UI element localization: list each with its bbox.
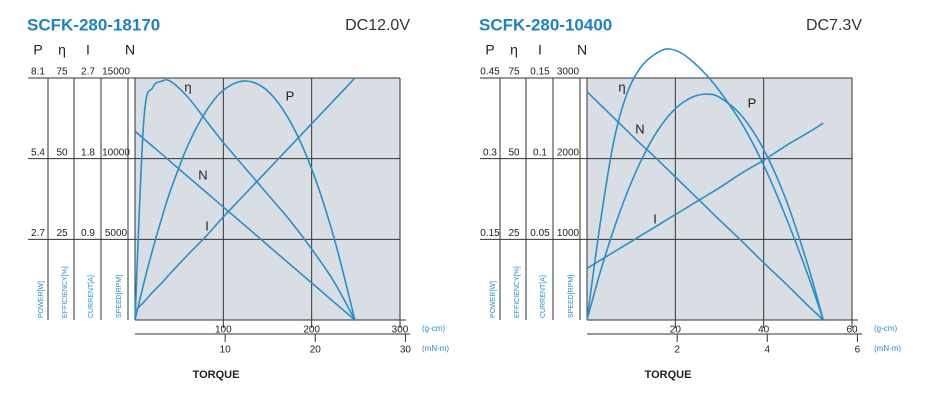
x-axis-title: TORQUE [645, 369, 692, 381]
x-tick-label: 20 [670, 325, 682, 336]
axis-label: P [485, 42, 494, 58]
x2-tick-label: 30 [400, 345, 412, 356]
axis-title: EFFICIENCY[%] [514, 266, 521, 318]
axis-title: POWER[W] [38, 281, 45, 318]
curve [586, 48, 825, 321]
y-tick-label: 2.7 [31, 228, 45, 239]
axis-label: N [577, 42, 587, 58]
y-tick-label: 1000 [557, 228, 580, 239]
curve-label: P [286, 88, 295, 103]
x-unit: (g-cm) [874, 324, 897, 333]
curve [134, 78, 356, 321]
y-tick-label: 50 [56, 147, 68, 158]
x-tick-label: 200 [303, 325, 320, 336]
axis-label: I [538, 42, 542, 58]
x2-tick-label: 10 [220, 345, 232, 356]
x2-unit: (mN-m) [422, 344, 449, 353]
y-tick-label: 0.1 [533, 147, 547, 158]
y-tick-label: 5.4 [31, 147, 45, 158]
x-tick-label: 100 [215, 325, 232, 336]
curve [586, 91, 824, 321]
y-tick-label: 50 [508, 147, 520, 158]
y-tick-label: 25 [56, 228, 68, 239]
axis-title: CURRENT[A] [540, 275, 547, 318]
x2-tick-label: 6 [855, 345, 861, 356]
axis-label: P [33, 42, 42, 58]
curve-label: N [198, 167, 207, 182]
axis-title: POWER[W] [490, 281, 497, 318]
y-tick-label: 10000 [102, 147, 130, 158]
y-tick-label: 15000 [102, 67, 130, 78]
axis-label: η [510, 42, 518, 58]
y-tick-label: 75 [56, 67, 68, 78]
curve-label: η [184, 79, 191, 94]
plot-area [587, 78, 852, 320]
x-axis-title: TORQUE [193, 369, 240, 381]
y-tick-label: 75 [508, 67, 520, 78]
x2-tick-label: 4 [764, 345, 770, 356]
curve-label: I [653, 211, 657, 226]
plot-area [135, 78, 400, 320]
curve-label: N [635, 121, 644, 136]
x-tick-label: 300 [392, 325, 409, 336]
y-tick-label: 0.3 [483, 147, 497, 158]
y-tick-label: 2.7 [81, 67, 95, 78]
axis-title: CURRENT[A] [88, 275, 95, 318]
x-tick-label: 60 [846, 325, 858, 336]
y-tick-label: 0.15 [530, 67, 550, 78]
y-tick-label: 3000 [557, 67, 580, 78]
chart-subtitle: DC7.3V [806, 17, 862, 34]
axis-label: I [86, 42, 90, 58]
axis-title: SPEED[RPM] [568, 275, 575, 318]
chart-subtitle: DC12.0V [345, 17, 410, 34]
chart-title: SCFK-280-10400 [479, 15, 612, 34]
x-unit: (g-cm) [422, 324, 445, 333]
y-tick-label: 1.8 [81, 147, 95, 158]
y-tick-label: 0.45 [480, 67, 500, 78]
y-tick-label: 0.05 [530, 228, 550, 239]
axis-title: EFFICIENCY[%] [62, 266, 69, 318]
x-tick-label: 40 [758, 325, 770, 336]
axis-label: η [58, 42, 66, 58]
curve [134, 130, 356, 321]
y-tick-label: 25 [508, 228, 520, 239]
y-tick-label: 5000 [105, 228, 128, 239]
y-tick-label: 2000 [557, 147, 580, 158]
x2-tick-label: 20 [310, 345, 322, 356]
chart-title: SCFK-280-18170 [27, 15, 160, 34]
curve-label: η [618, 79, 625, 94]
axis-label: N [125, 42, 135, 58]
y-tick-label: 0.9 [81, 228, 95, 239]
y-tick-label: 8.1 [31, 67, 45, 78]
curve-label: P [748, 95, 757, 110]
curve [134, 77, 356, 312]
curve [586, 93, 825, 321]
curve-label: I [205, 218, 209, 233]
x2-tick-label: 2 [674, 345, 680, 356]
x2-unit: (mN-m) [874, 344, 901, 353]
axis-title: SPEED[RPM] [116, 275, 123, 318]
curve [586, 122, 824, 270]
y-tick-label: 0.15 [480, 228, 500, 239]
curve [134, 80, 356, 321]
